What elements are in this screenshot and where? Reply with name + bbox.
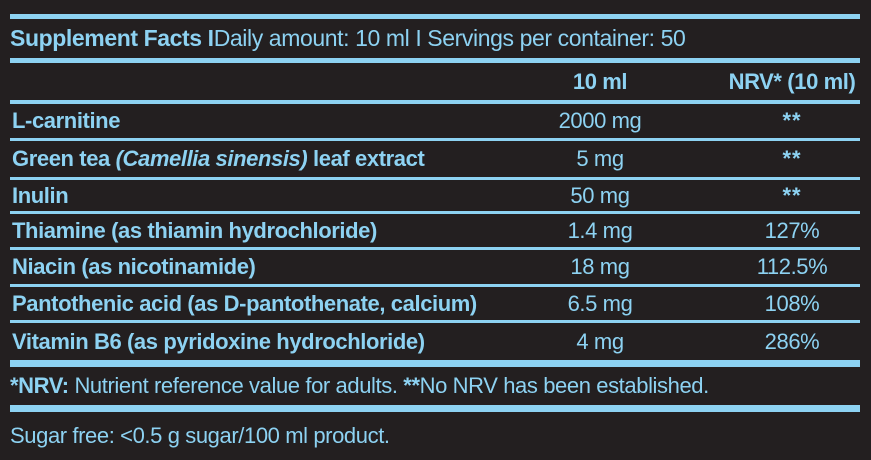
nutrient-name-text: Inulin [12,182,69,208]
table-row: Niacin (as nicotinamide) 18 mg 112.5% [10,250,860,284]
nutrient-name-text: L-carnitine [12,108,121,133]
nutrient-amount: 5 mg [576,146,624,171]
nutrient-name: Inulin [10,182,505,208]
footnote-nrv-marker: *NRV: [10,373,69,398]
row-divider [10,177,860,180]
footnote-bottom-line [10,405,860,412]
nutrient-name-text: Thiamine (as thiamin hydrochloride) [12,217,377,243]
row-divider [10,211,860,214]
nutrient-amount: 4 mg [576,328,624,354]
nutrient-amount: 18 mg [570,254,630,279]
row-divider [10,247,860,250]
table-bottom-line [10,360,860,367]
column-header-row: 10 ml NRV* (10 ml) [10,63,860,100]
nutrient-name-text: Green tea [12,146,116,171]
nutrient-amount: 2000 mg [558,108,642,133]
header-bottom-line [10,100,860,104]
row-divider [10,320,860,323]
nutrient-nrv: 112.5% [756,254,828,279]
nrv-footnote: *NRV: Nutrient reference value for adult… [10,367,860,405]
nutrient-nrv: ** [782,146,802,171]
nutrient-name: Niacin (as nicotinamide) [10,256,505,278]
row-divider [10,284,860,287]
title-regular-text: Daily amount: 10 ml I Servings per conta… [213,25,686,51]
footnote-nrv-text: Nutrient reference value for adults. [68,373,404,398]
nutrient-nrv: ** [782,182,802,208]
nutrient-nrv: ** [782,108,802,133]
nutrient-name-text: Vitamin B6 (as pyridoxine hydrochloride) [12,328,425,354]
footnote-established-text: No NRV has been established. [419,373,710,398]
nutrient-amount: 50 mg [570,182,630,208]
nutrient-name: Pantothenic acid (as D-pantothenate, cal… [10,290,505,316]
title-bottom-line [10,58,860,63]
sugar-free-text: Sugar free: <0.5 g sugar/100 ml product. [10,423,390,448]
nutrient-amount: 6.5 mg [567,290,633,316]
nutrient-nrv: 127% [764,217,820,243]
table-row: Pantothenic acid (as D-pantothenate, cal… [10,287,860,320]
title-bar: Supplement Facts I Daily amount: 10 ml I… [10,19,860,58]
sugar-free-note: Sugar free: <0.5 g sugar/100 ml product. [10,412,860,460]
table-row: Vitamin B6 (as pyridoxine hydrochloride)… [10,323,860,360]
table-row: Thiamine (as thiamin hydrochloride) 1.4 … [10,214,860,247]
nutrient-amount: 1.4 mg [567,217,633,243]
table-row: Green tea (Camellia sinensis) leaf extra… [10,141,860,177]
table-row: Inulin 50 mg ** [10,180,860,211]
nutrient-nrv: 286% [764,328,820,354]
top-border-line [10,14,860,19]
column-header-amount: 10 ml [572,68,628,94]
row-divider [10,138,860,141]
nutrient-name-italic: (Camellia sinensis) [115,146,308,171]
nutrient-name-suffix: leaf extract [307,146,425,171]
label-inner: Supplement Facts I Daily amount: 10 ml I… [10,14,860,460]
column-header-nrv: NRV* (10 ml) [728,68,856,94]
footnote-asterisks-marker: ** [403,373,420,398]
table-row: L-carnitine 2000 mg ** [10,104,860,138]
nutrient-nrv: 108% [764,290,820,316]
nutrient-name: Vitamin B6 (as pyridoxine hydrochloride) [10,328,505,354]
nutrient-name: Thiamine (as thiamin hydrochloride) [10,217,505,243]
nutrient-name-text: Niacin (as nicotinamide) [12,254,256,279]
title-bold-text: Supplement Facts I [10,25,214,51]
nutrient-name-text: Pantothenic acid (as D-pantothenate, cal… [12,290,477,316]
nutrient-name: L-carnitine [10,110,505,132]
nutrient-name: Green tea (Camellia sinensis) leaf extra… [10,148,505,170]
